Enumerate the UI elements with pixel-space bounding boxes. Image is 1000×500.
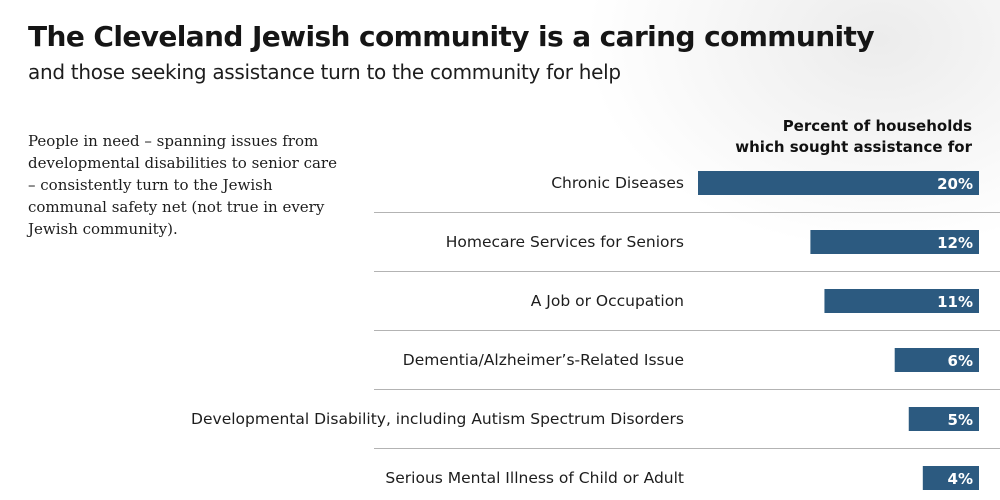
chart-heading-line-2: which sought assistance for xyxy=(735,138,972,156)
page-title: The Cleveland Jewish community is a cari… xyxy=(28,20,875,53)
bar-3 xyxy=(894,348,979,372)
category-label-2: A Job or Occupation xyxy=(531,292,684,310)
bar-1 xyxy=(810,230,979,254)
value-label-3: 6% xyxy=(948,352,973,370)
chart-heading-line-1: Percent of households xyxy=(782,117,972,135)
category-label-1: Homecare Services for Seniors xyxy=(446,233,684,251)
value-label-0: 20% xyxy=(937,175,973,193)
value-label-2: 11% xyxy=(937,293,973,311)
category-label-4: Developmental Disability, including Auti… xyxy=(191,410,684,428)
bar-0 xyxy=(698,171,979,195)
category-label-5: Serious Mental Illness of Child or Adult xyxy=(385,469,684,487)
bar-5 xyxy=(922,466,979,490)
page-subtitle: and those seeking assistance turn to the… xyxy=(28,60,621,84)
body-paragraph: People in need – spanning issues from de… xyxy=(28,132,337,238)
bar-4 xyxy=(908,407,979,431)
bar-2 xyxy=(824,289,979,313)
value-label-4: 5% xyxy=(948,411,973,429)
category-label-0: Chronic Diseases xyxy=(551,174,684,192)
category-label-3: Dementia/Alzheimer’s-Related Issue xyxy=(403,351,684,369)
value-label-5: 4% xyxy=(948,470,973,488)
value-label-1: 12% xyxy=(937,234,973,252)
chart-heading: Percent of households which sought assis… xyxy=(735,116,972,158)
